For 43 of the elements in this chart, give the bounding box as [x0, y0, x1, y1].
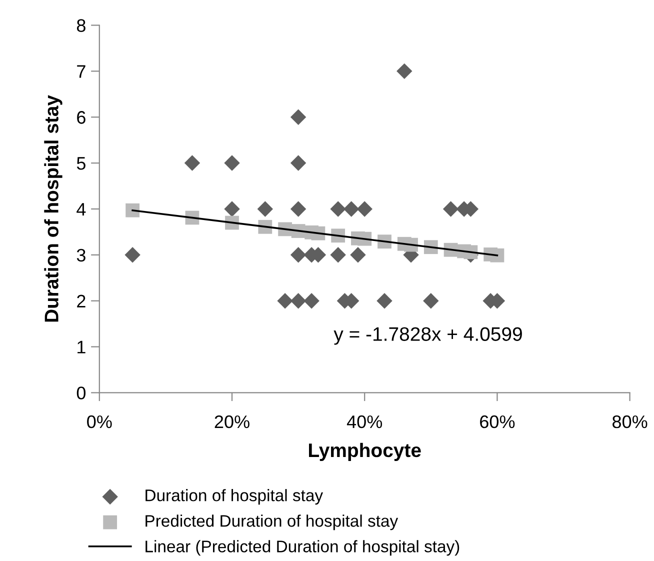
y-axis-title: Duration of hospital stay	[44, 95, 62, 322]
point	[257, 201, 274, 217]
x-tick-label: 60%	[480, 415, 515, 428]
point	[304, 292, 320, 309]
point	[423, 292, 439, 309]
x-tick-label: 0%	[87, 415, 112, 428]
point	[126, 203, 140, 218]
y-tick-label: 1	[78, 340, 86, 354]
y-tick-label: 2	[77, 294, 86, 308]
point	[277, 292, 293, 309]
point	[290, 201, 306, 217]
y-tick-label: 0	[76, 386, 86, 400]
point	[290, 109, 306, 125]
point	[343, 201, 360, 217]
y-tick-label: 6	[77, 111, 86, 124]
legend-label: Duration of hospital stay	[146, 489, 324, 505]
annotation: y = -1.7828x + 4.0599	[334, 327, 522, 345]
point	[396, 63, 412, 80]
y-tick-label: 5	[76, 157, 86, 170]
x-axis-title: Lymphocyte	[309, 442, 421, 461]
point	[290, 247, 306, 263]
y-tick-label: 3	[76, 248, 86, 262]
point	[350, 247, 366, 263]
point	[442, 201, 459, 217]
y-tick-label: 8	[76, 19, 86, 32]
y-tick-label: 7	[77, 65, 86, 78]
point	[290, 292, 306, 309]
point	[124, 247, 140, 263]
y-tick-label: 4	[76, 203, 86, 216]
x-tick-label: 20%	[214, 415, 250, 428]
point	[184, 155, 200, 171]
point	[224, 155, 240, 171]
point	[330, 201, 346, 217]
point	[330, 247, 346, 263]
point	[490, 248, 504, 262]
legend-label: Predicted Duration of hospital stay	[146, 514, 398, 530]
point	[356, 201, 372, 217]
legend-label: Linear (Predicted Duration of hospital stay)	[146, 540, 460, 556]
x-tick-label: 40%	[346, 415, 382, 428]
point	[224, 201, 240, 217]
point	[290, 155, 306, 171]
x-tick-label: 80%	[612, 415, 648, 428]
point	[376, 292, 392, 309]
